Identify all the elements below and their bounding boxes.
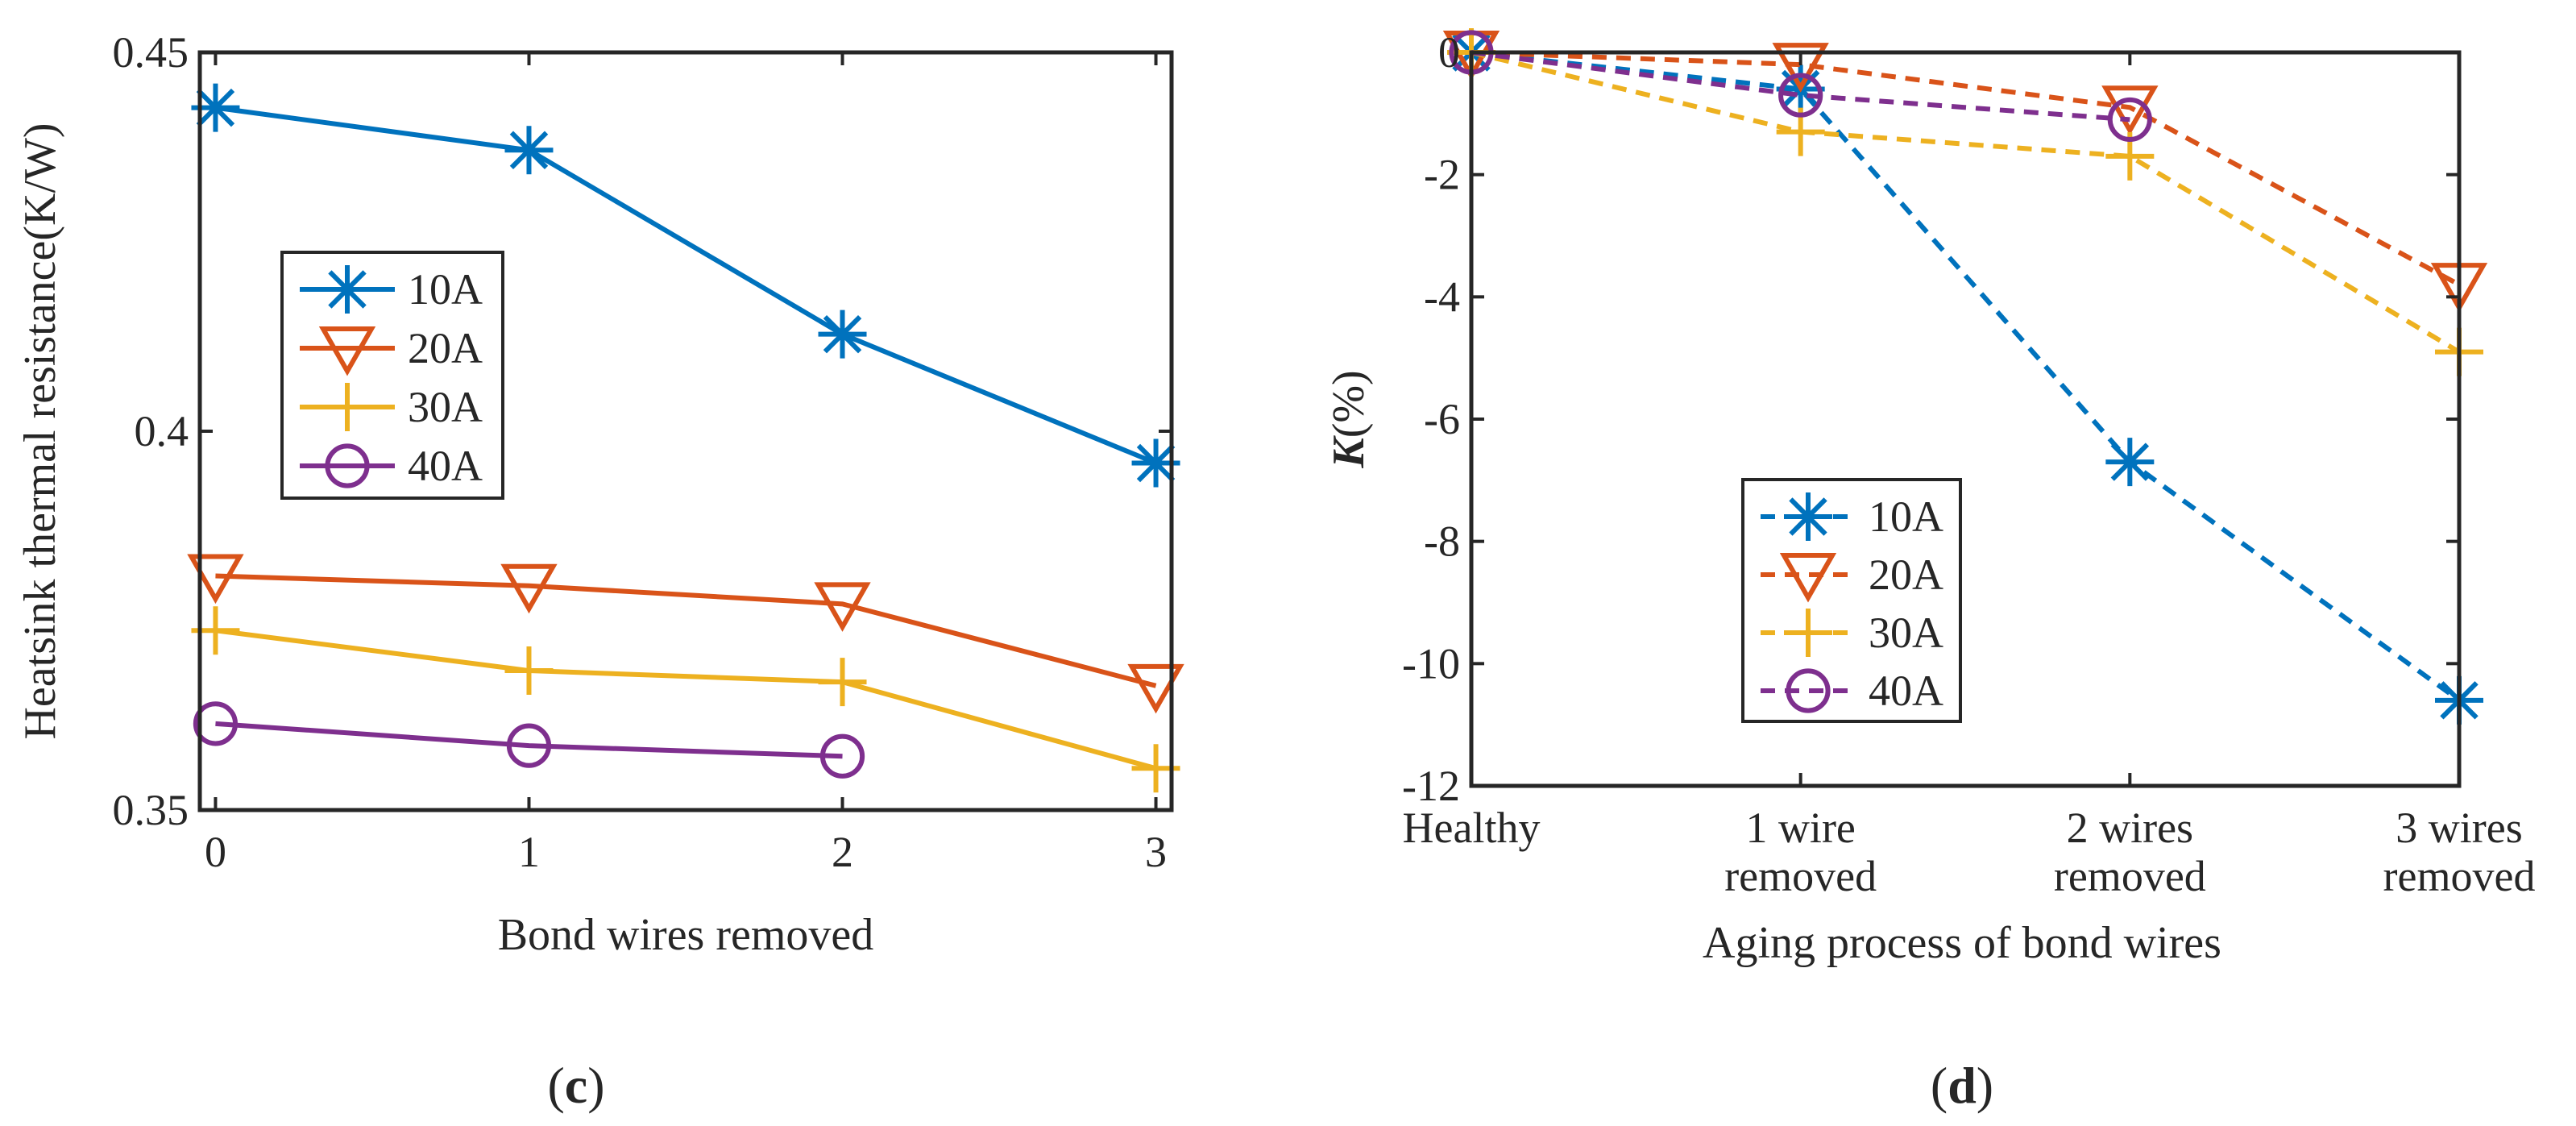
- data-point-40A: [193, 701, 239, 746]
- legend-label-30A: 30A: [1869, 609, 1943, 657]
- caption-letter-c: c: [565, 1057, 587, 1114]
- data-point-20A: [1127, 663, 1184, 714]
- data-point-20A: [814, 582, 871, 632]
- y-axis-label-main-d: K: [1324, 435, 1374, 469]
- panel-caption-c: (c): [547, 1057, 604, 1114]
- series-line-20A: [1471, 50, 2461, 287]
- axes-frame-d: [1469, 50, 2462, 788]
- series-line-30A: [215, 628, 1157, 771]
- legend-label-30A: 30A: [408, 383, 483, 431]
- y-axis-label-suffix-d: (%): [1324, 370, 1374, 438]
- legend-marker-20A: [1779, 553, 1837, 603]
- legend-box-d: [1741, 478, 1962, 723]
- data-point-20A: [1772, 43, 1829, 93]
- y-tick-label: -4: [1424, 272, 1460, 321]
- panel-caption-d: (d): [1931, 1057, 1993, 1114]
- chart-panel-c: 0.35 0.4 0.45 0 1 2 3 Bond wires removed Heats…: [15, 28, 1184, 1114]
- y-axis-label-c: Heatsink thermal resistance(K/W): [15, 123, 65, 739]
- y-tick-label: -10: [1402, 639, 1460, 688]
- data-point-40A: [819, 733, 865, 779]
- legend-label-20A: 20A: [408, 324, 483, 372]
- caption-close-c: ): [587, 1057, 604, 1114]
- x-tick-label: 3: [1145, 828, 1167, 876]
- plot-area-d: [1442, 28, 2488, 725]
- x-tick-label: 0: [205, 828, 226, 876]
- series-line-30A: [1471, 50, 2461, 355]
- x-axis-label-d: Aging process of bond wires: [1703, 918, 2221, 968]
- legend-label-40A: 40A: [408, 442, 483, 490]
- x-tick-label: removed: [1724, 852, 1877, 900]
- x-tick-label: Healthy: [1403, 804, 1541, 852]
- data-point-20A: [2101, 85, 2159, 135]
- y-tick-label: 0.35: [113, 786, 189, 834]
- y-tick-label: 0.4: [135, 407, 189, 455]
- y-tick-label: -8: [1424, 517, 1460, 566]
- axes-ticks-c: 0.35 0.4 0.45 0 1 2 3: [113, 28, 1172, 876]
- data-point-20A: [187, 554, 244, 605]
- y-tick-label: -12: [1402, 762, 1460, 810]
- series-line-10A: [1471, 50, 2461, 703]
- legend-marker-10A: [323, 265, 371, 314]
- legend-label-40A: 40A: [1869, 667, 1943, 715]
- legend-c: 10A 20A 30A 40A: [280, 251, 504, 500]
- data-point-20A: [500, 563, 558, 614]
- legend-marker-20A: [318, 326, 376, 376]
- x-tick-label: 1: [518, 828, 540, 876]
- data-point-10A: [504, 126, 554, 175]
- legend-marker-40A: [325, 443, 370, 488]
- data-point-30A: [818, 658, 867, 707]
- y-tick-label: -6: [1424, 395, 1460, 443]
- caption-open-d: (: [1931, 1057, 1948, 1114]
- legend-d: 10A 20A 30A 40A: [1741, 478, 1962, 723]
- legend-box-c: [280, 251, 504, 500]
- data-point-40A: [2107, 97, 2152, 143]
- series-line-10A: [215, 105, 1157, 466]
- y-tick-label: 0: [1438, 28, 1460, 77]
- x-tick-label: removed: [2383, 852, 2536, 900]
- data-point-40A: [1778, 73, 1823, 118]
- data-point-30A: [504, 646, 554, 696]
- legend-label-20A: 20A: [1869, 551, 1943, 599]
- y-axis-label-d: K(%): [1324, 370, 1374, 468]
- legend-marker-40A: [1786, 668, 1831, 713]
- data-point-10A: [2105, 438, 2155, 487]
- y-tick-label: -2: [1424, 151, 1460, 199]
- legend-label-10A: 10A: [408, 265, 483, 314]
- legend-marker-10A: [1784, 492, 1832, 541]
- x-tick-label: 2: [832, 828, 853, 876]
- x-tick-label: 1 wire: [1745, 804, 1855, 852]
- x-tick-label: removed: [2054, 852, 2206, 900]
- caption-close-d: ): [1977, 1057, 1993, 1114]
- caption-letter-d: d: [1948, 1057, 1977, 1114]
- x-tick-label: 2 wires: [2067, 804, 2193, 852]
- data-point-40A: [506, 723, 552, 768]
- series-line-40A: [215, 721, 843, 759]
- series-line-40A: [1471, 50, 2130, 123]
- caption-open-c: (: [547, 1057, 564, 1114]
- series-line-20A: [215, 573, 1157, 688]
- data-point-10A: [818, 310, 867, 359]
- x-tick-label: 3 wires: [2396, 804, 2522, 852]
- legend-marker-30A: [1784, 609, 1832, 657]
- x-axis-label-c: Bond wires removed: [498, 910, 874, 960]
- y-tick-label: 0.45: [113, 28, 189, 77]
- legend-label-10A: 10A: [1869, 492, 1943, 541]
- legend-marker-30A: [323, 383, 371, 431]
